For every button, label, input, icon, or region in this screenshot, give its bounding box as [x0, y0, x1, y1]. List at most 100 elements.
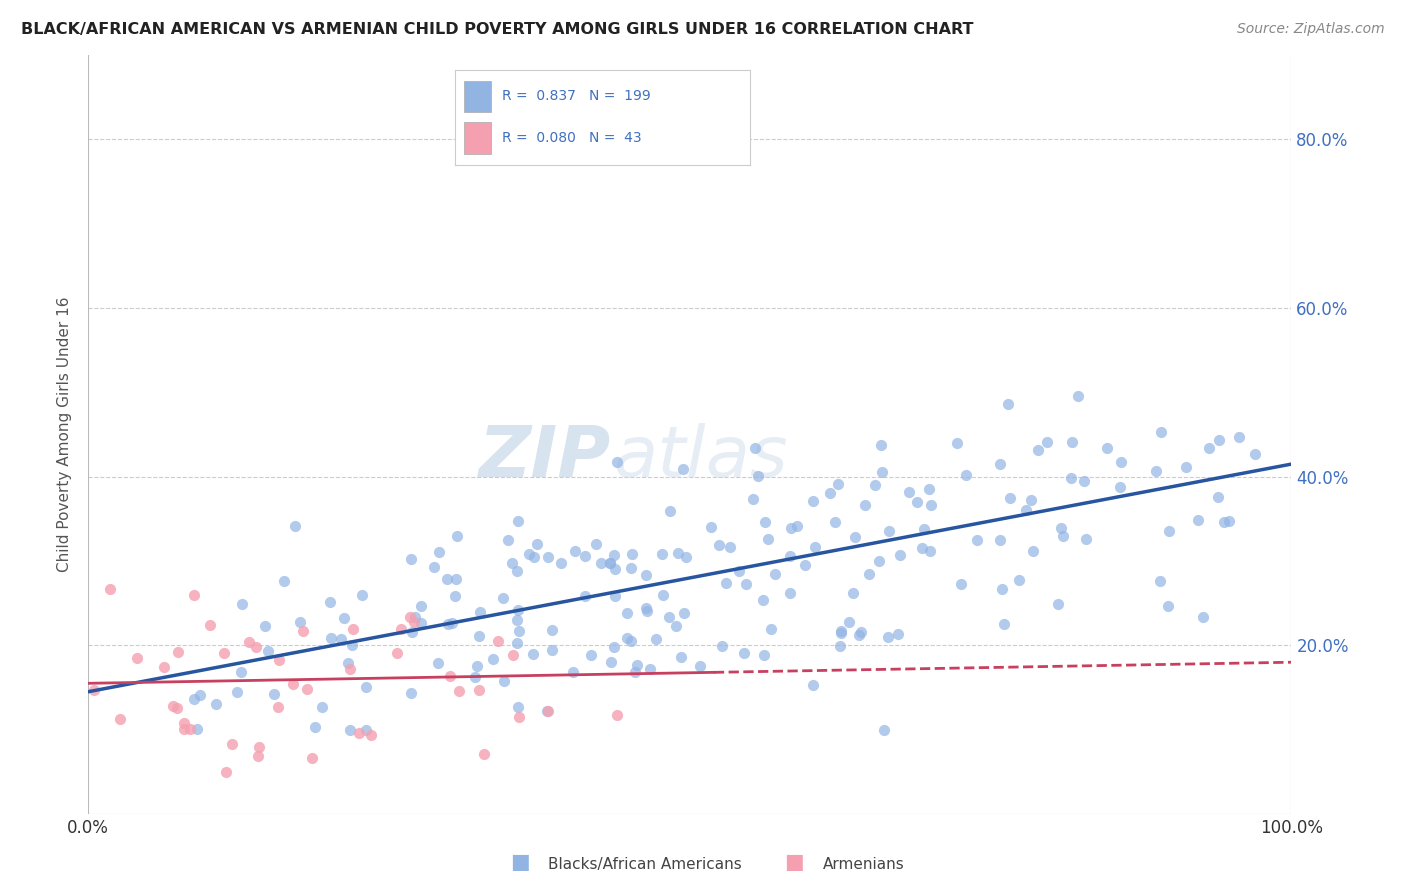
- Point: [444, 589, 467, 603]
- Point: [127, 651, 149, 665]
- Point: [606, 708, 628, 723]
- Point: [281, 677, 304, 691]
- Point: [1035, 435, 1057, 450]
- Point: [917, 482, 939, 496]
- Point: [166, 645, 188, 659]
- Point: [269, 653, 291, 667]
- Point: [997, 396, 1019, 410]
- Point: [402, 615, 425, 630]
- Point: [319, 595, 342, 609]
- Point: [1157, 599, 1180, 614]
- Point: [599, 556, 621, 570]
- Point: [672, 462, 695, 476]
- Point: [186, 722, 208, 736]
- Point: [905, 494, 928, 508]
- Point: [481, 652, 503, 666]
- Text: Blacks/African Americans: Blacks/African Americans: [548, 857, 742, 872]
- Point: [506, 565, 529, 579]
- Point: [911, 541, 934, 556]
- Point: [506, 636, 529, 650]
- Point: [887, 627, 910, 641]
- Point: [508, 624, 530, 638]
- Point: [707, 538, 730, 552]
- Point: [728, 564, 751, 578]
- Point: [1062, 434, 1084, 449]
- Point: [1022, 544, 1045, 558]
- Point: [620, 634, 643, 648]
- Point: [634, 568, 657, 582]
- Point: [439, 669, 461, 683]
- Point: [1049, 521, 1071, 535]
- Point: [801, 494, 824, 508]
- Point: [1208, 433, 1230, 447]
- Point: [486, 633, 509, 648]
- Point: [342, 622, 364, 636]
- Point: [291, 624, 314, 639]
- Point: [564, 544, 586, 558]
- Point: [247, 740, 270, 755]
- Point: [602, 640, 624, 655]
- Point: [652, 588, 675, 602]
- Point: [329, 632, 352, 646]
- Point: [541, 643, 564, 657]
- Point: [858, 566, 880, 581]
- Point: [824, 516, 846, 530]
- Point: [238, 635, 260, 649]
- Point: [550, 556, 572, 570]
- Point: [955, 467, 977, 482]
- Point: [1244, 447, 1267, 461]
- Point: [897, 484, 920, 499]
- Point: [870, 438, 893, 452]
- Point: [522, 647, 544, 661]
- Point: [1014, 503, 1036, 517]
- Point: [830, 624, 852, 638]
- Point: [98, 582, 121, 596]
- Point: [877, 630, 900, 644]
- Point: [1144, 464, 1167, 478]
- Point: [464, 670, 486, 684]
- Point: [1046, 598, 1069, 612]
- Point: [173, 716, 195, 731]
- Point: [398, 609, 420, 624]
- Point: [1218, 514, 1240, 528]
- Point: [747, 469, 769, 483]
- Point: [354, 680, 377, 694]
- Point: [1028, 443, 1050, 458]
- Point: [842, 586, 865, 600]
- Point: [1187, 513, 1209, 527]
- Point: [387, 646, 409, 660]
- Point: [231, 598, 253, 612]
- Y-axis label: Child Poverty Among Girls Under 16: Child Poverty Among Girls Under 16: [58, 297, 72, 573]
- Point: [946, 436, 969, 450]
- Point: [422, 560, 444, 574]
- Point: [658, 504, 681, 518]
- Text: atlas: atlas: [613, 423, 787, 491]
- Point: [744, 441, 766, 455]
- Point: [399, 686, 422, 700]
- Point: [526, 537, 548, 551]
- Point: [446, 572, 468, 586]
- Point: [1000, 491, 1022, 506]
- Text: BLACK/AFRICAN AMERICAN VS ARMENIAN CHILD POVERTY AMONG GIRLS UNDER 16 CORRELATIO: BLACK/AFRICAN AMERICAN VS ARMENIAN CHILD…: [21, 22, 973, 37]
- Point: [1021, 493, 1043, 508]
- Point: [508, 603, 530, 617]
- Point: [918, 544, 941, 558]
- Point: [506, 699, 529, 714]
- Point: [411, 599, 433, 613]
- Point: [716, 575, 738, 590]
- Point: [889, 548, 911, 562]
- Point: [669, 650, 692, 665]
- Point: [83, 682, 105, 697]
- Point: [245, 640, 267, 654]
- Point: [873, 723, 896, 737]
- Text: Armenians: Armenians: [823, 857, 904, 872]
- Point: [734, 576, 756, 591]
- Point: [616, 606, 638, 620]
- Point: [637, 604, 659, 618]
- Point: [870, 465, 893, 479]
- Point: [1150, 425, 1173, 439]
- Point: [599, 556, 621, 570]
- Text: ■: ■: [785, 853, 804, 872]
- Point: [606, 455, 628, 469]
- Point: [1192, 610, 1215, 624]
